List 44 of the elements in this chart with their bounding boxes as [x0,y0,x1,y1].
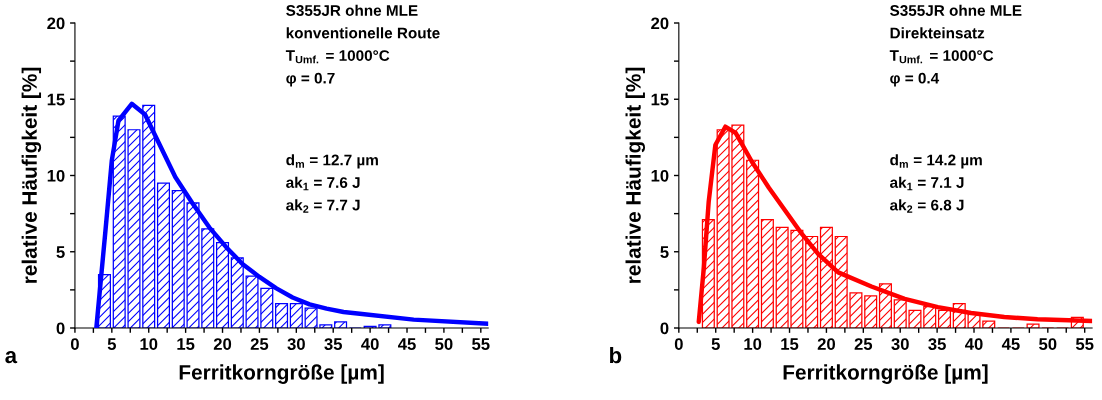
annotation: S355JR ohne MLE konventionelle Route T$_{Umf.}$ = 1000°C φ = 0.7 [285,4,440,87]
x-tick-label: 25 [250,338,269,350]
x-tick-label: 20 [213,338,232,350]
annotation: S355JR ohne MLE Direkteinsatz T$_{Umf.}$ = 1000°C φ = 0.4 [889,4,1022,87]
y-tick-label: 5 [56,246,65,258]
text: d$_{m}$ = 14.2 µm ak$_{1}$ = 7.1 J ak$_{2}$ = 6.8 J [890,154,982,213]
x-tick-label: 30 [287,338,305,350]
x-tick-label: 40 [964,338,983,350]
y-tick-label: 15 [47,93,65,106]
y-axis-title: relative Häufigkeit [%] [21,67,42,283]
text: b [610,346,622,364]
x-tick-label: 20 [817,338,836,350]
x-tick-label: 5 [711,338,720,350]
y-tick-label: 20 [47,17,65,30]
x-tick-label: 10 [140,338,158,350]
x-tick-label: 30 [891,338,909,350]
y-tick-label: 0 [56,322,65,335]
y-tick-label: 15 [651,93,669,106]
text: d$_{m}$ = 12.7 µm ak$_{1}$ = 7.6 J ak$_{2}$ = 7.7 J [286,154,378,213]
x-tick-label: 0 [70,338,79,350]
x-tick-label: 55 [472,338,490,350]
y-tick-label: 5 [660,246,669,258]
x-tick-label: 50 [1039,338,1057,350]
x-tick-label: 25 [854,338,873,350]
y-tick-label: 0 [660,322,669,335]
x-tick-label: 35 [324,338,343,350]
x-axis-title: Ferritkorngröße [µm] [179,364,384,384]
y-tick-label: 10 [47,169,65,182]
x-tick-label: 50 [435,338,453,350]
x-tick-label: 35 [928,338,946,350]
x-tick-label: 40 [361,338,379,350]
y-tick-label: 20 [651,17,669,30]
x-tick-label: 5 [107,338,116,350]
x-tick-label: 45 [398,338,416,350]
x-axis-title: Ferritkorngröße [µm] [783,364,988,384]
x-tick-label: 45 [1001,338,1020,350]
y-axis-title: relative Häufigkeit [%] [625,67,646,283]
x-tick-label: 10 [744,338,762,350]
text: a [5,351,18,364]
x-tick-label: 55 [1075,338,1094,350]
x-tick-label: 15 [177,338,195,350]
x-tick-label: 15 [781,338,799,350]
x-tick-label: 0 [674,338,683,350]
y-tick-label: 10 [651,169,669,182]
